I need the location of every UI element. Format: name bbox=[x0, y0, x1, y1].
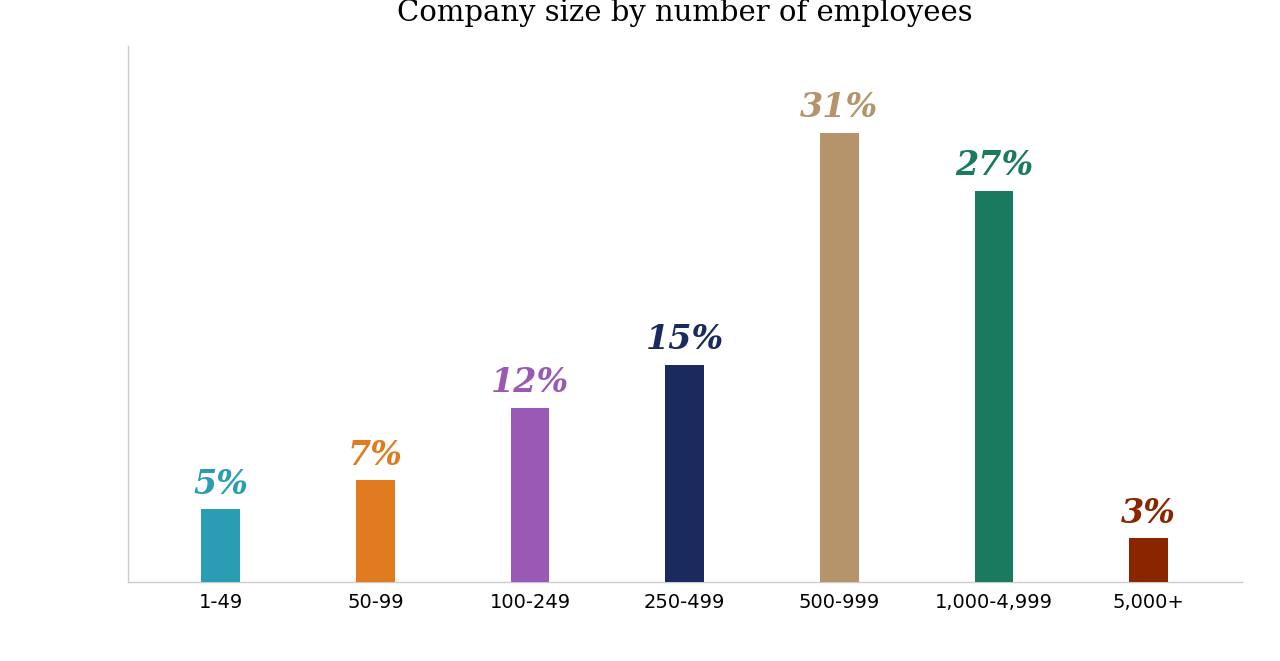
Text: 7%: 7% bbox=[348, 439, 403, 472]
Title: Company size by number of employees: Company size by number of employees bbox=[397, 0, 973, 27]
Text: 12%: 12% bbox=[492, 366, 570, 399]
Bar bbox=[820, 133, 859, 582]
Text: 31%: 31% bbox=[800, 91, 878, 124]
Bar bbox=[511, 408, 549, 582]
Bar bbox=[666, 365, 704, 582]
Bar bbox=[201, 510, 241, 582]
Text: 27%: 27% bbox=[955, 149, 1033, 182]
Text: 3%: 3% bbox=[1121, 496, 1176, 529]
Text: 5%: 5% bbox=[193, 467, 248, 500]
Text: 15%: 15% bbox=[645, 323, 724, 356]
Bar bbox=[356, 481, 394, 582]
Bar bbox=[975, 191, 1014, 582]
Bar bbox=[1129, 538, 1169, 582]
